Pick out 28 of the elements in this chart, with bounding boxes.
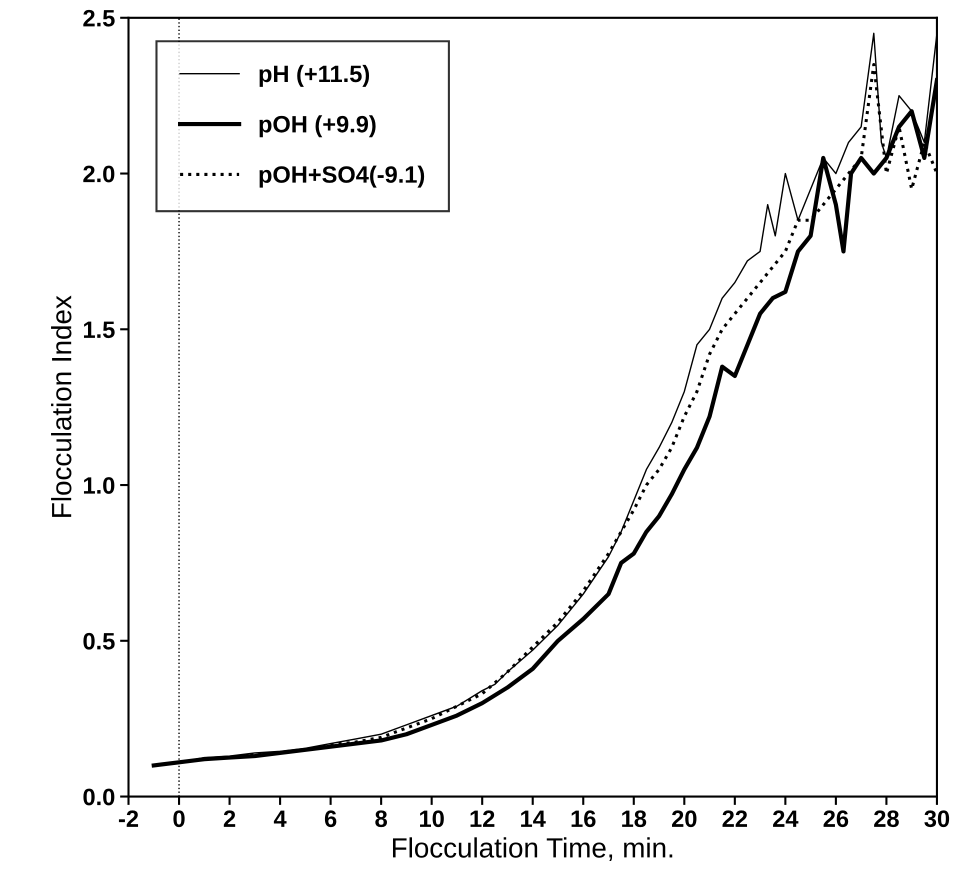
- x-tick-label: 24: [773, 810, 798, 827]
- x-tick-label: 4: [274, 810, 287, 827]
- y-tick-label: 2.0: [83, 166, 114, 182]
- x-tick-label: 14: [521, 810, 546, 827]
- x-tick-label: -2: [118, 810, 138, 827]
- x-tick-label: 26: [824, 810, 848, 828]
- legend-label: pOH+SO4(-9.1): [260, 166, 424, 188]
- x-tick-label: 12: [470, 810, 494, 827]
- x-tick-label: 28: [874, 810, 899, 828]
- x-tick-label: 20: [672, 810, 696, 828]
- y-tick-label: 1.5: [84, 322, 115, 338]
- x-axis-title: Flocculation Time, min.: [392, 837, 672, 861]
- x-tick-label: 22: [722, 810, 748, 827]
- x-tick-label: 30: [924, 810, 950, 828]
- x-tick-label: 18: [622, 810, 646, 828]
- y-axis-title: Flocculation Index: [51, 296, 72, 517]
- legend-label: pOH (+9.9): [260, 115, 376, 138]
- x-tick-label: 6: [324, 810, 336, 828]
- legend-label: pH (+11.5): [260, 64, 370, 87]
- x-tick-label: 16: [572, 810, 596, 828]
- x-tick-label: 0: [173, 810, 185, 828]
- y-tick-label: 0.0: [83, 788, 114, 806]
- x-tick-label: 8: [375, 810, 387, 828]
- x-tick-label: 10: [420, 810, 444, 828]
- y-tick-label: 1.0: [84, 477, 114, 494]
- y-tick-label: 0.5: [83, 632, 115, 650]
- y-tick-label: 2.5: [83, 10, 115, 27]
- x-tick-label: 2: [224, 810, 236, 827]
